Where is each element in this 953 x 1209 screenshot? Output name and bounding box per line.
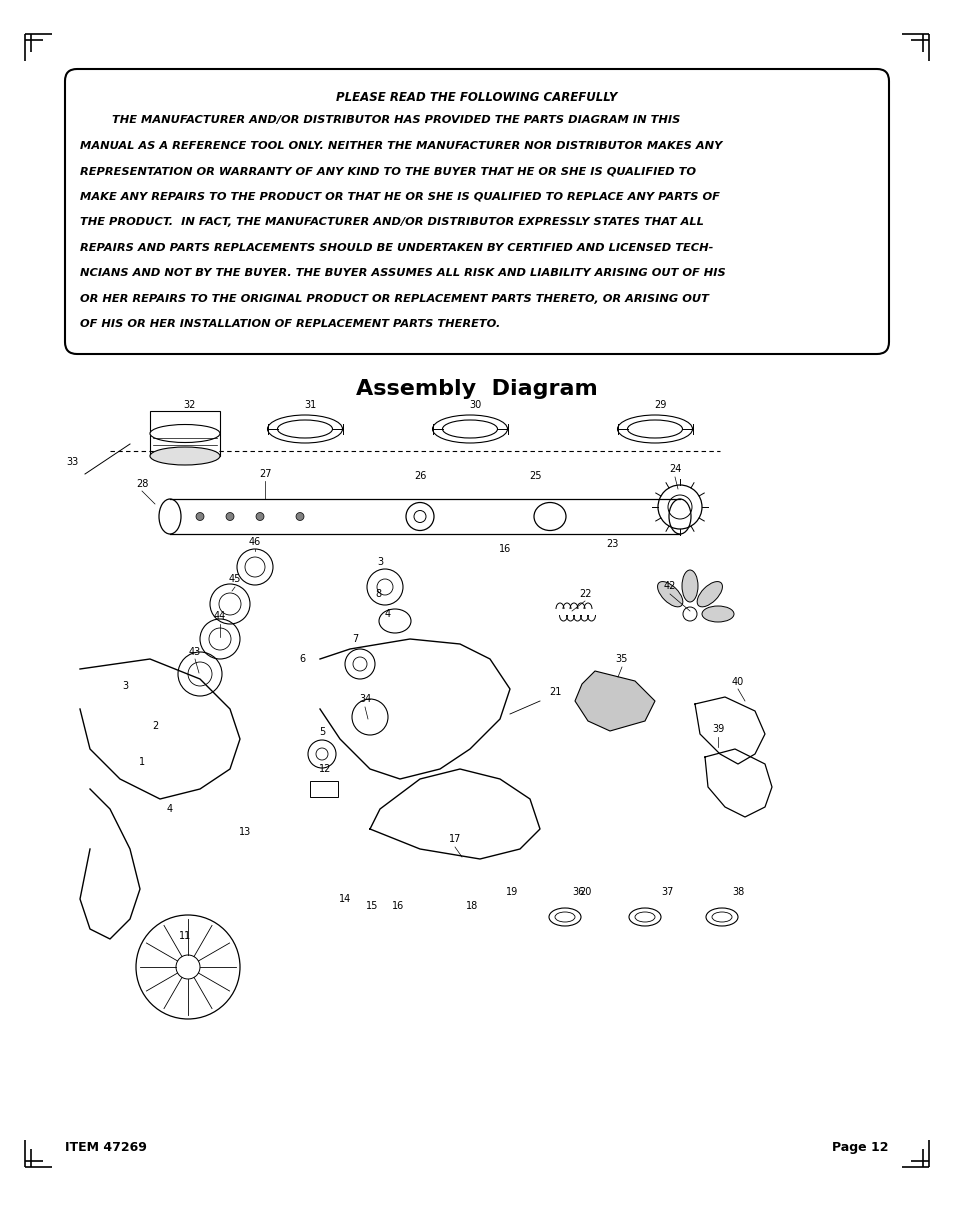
Text: 16: 16 [392, 901, 404, 912]
Text: REPAIRS AND PARTS REPLACEMENTS SHOULD BE UNDERTAKEN BY CERTIFIED AND LICENSED TE: REPAIRS AND PARTS REPLACEMENTS SHOULD BE… [80, 243, 713, 253]
Text: 39: 39 [711, 724, 723, 734]
Text: 16: 16 [498, 544, 511, 554]
Text: ITEM 47269: ITEM 47269 [65, 1141, 147, 1155]
Text: 26: 26 [414, 472, 426, 481]
Ellipse shape [150, 447, 220, 465]
Text: 7: 7 [352, 634, 357, 644]
Text: 11: 11 [179, 931, 191, 941]
Text: 2: 2 [152, 721, 158, 731]
Text: 17: 17 [448, 834, 460, 844]
Text: 32: 32 [184, 400, 196, 410]
Circle shape [255, 513, 264, 521]
Text: 3: 3 [376, 557, 383, 567]
Text: PLEASE READ THE FOLLOWING CAREFULLY: PLEASE READ THE FOLLOWING CAREFULLY [336, 91, 617, 104]
Text: 31: 31 [304, 400, 315, 410]
Text: 22: 22 [578, 589, 591, 598]
Text: 14: 14 [338, 893, 351, 904]
Text: MANUAL AS A REFERENCE TOOL ONLY. NEITHER THE MANUFACTURER NOR DISTRIBUTOR MAKES : MANUAL AS A REFERENCE TOOL ONLY. NEITHER… [80, 140, 721, 150]
Text: 20: 20 [578, 887, 591, 897]
Text: 45: 45 [229, 574, 241, 584]
Circle shape [295, 513, 304, 521]
Text: 28: 28 [135, 479, 148, 488]
Text: 29: 29 [653, 400, 665, 410]
Text: 40: 40 [731, 677, 743, 687]
Text: 6: 6 [298, 654, 305, 664]
Text: MAKE ANY REPAIRS TO THE PRODUCT OR THAT HE OR SHE IS QUALIFIED TO REPLACE ANY PA: MAKE ANY REPAIRS TO THE PRODUCT OR THAT … [80, 191, 720, 202]
Text: 33: 33 [66, 457, 78, 467]
Text: OF HIS OR HER INSTALLATION OF REPLACEMENT PARTS THERETO.: OF HIS OR HER INSTALLATION OF REPLACEMEN… [80, 319, 500, 329]
Text: 4: 4 [384, 609, 391, 619]
Text: 36: 36 [571, 887, 583, 897]
Ellipse shape [701, 606, 733, 621]
Text: 27: 27 [258, 469, 271, 479]
Ellipse shape [657, 582, 682, 607]
Text: THE MANUFACTURER AND/OR DISTRIBUTOR HAS PROVIDED THE PARTS DIAGRAM IN THIS: THE MANUFACTURER AND/OR DISTRIBUTOR HAS … [80, 115, 679, 125]
Text: 15: 15 [365, 901, 377, 912]
Text: 4: 4 [167, 804, 172, 814]
Text: 34: 34 [358, 694, 371, 704]
Text: REPRESENTATION OR WARRANTY OF ANY KIND TO THE BUYER THAT HE OR SHE IS QUALIFIED : REPRESENTATION OR WARRANTY OF ANY KIND T… [80, 166, 696, 177]
Polygon shape [575, 671, 655, 731]
Text: 21: 21 [548, 687, 560, 698]
Text: 24: 24 [668, 464, 680, 474]
Ellipse shape [681, 569, 698, 602]
Ellipse shape [697, 582, 721, 607]
Text: 44: 44 [213, 611, 226, 621]
Ellipse shape [150, 424, 220, 442]
Text: 23: 23 [605, 539, 618, 549]
Text: 18: 18 [465, 901, 477, 912]
Text: 46: 46 [249, 537, 261, 546]
Text: OR HER REPAIRS TO THE ORIGINAL PRODUCT OR REPLACEMENT PARTS THERETO, OR ARISING : OR HER REPAIRS TO THE ORIGINAL PRODUCT O… [80, 294, 708, 303]
Text: THE PRODUCT.  IN FACT, THE MANUFACTURER AND/OR DISTRIBUTOR EXPRESSLY STATES THAT: THE PRODUCT. IN FACT, THE MANUFACTURER A… [80, 216, 703, 227]
Text: 3: 3 [122, 681, 128, 692]
Text: 35: 35 [616, 654, 627, 664]
Bar [310, 781, 337, 797]
Circle shape [682, 607, 697, 621]
Text: NCIANS AND NOT BY THE BUYER. THE BUYER ASSUMES ALL RISK AND LIABILITY ARISING OU: NCIANS AND NOT BY THE BUYER. THE BUYER A… [80, 268, 725, 278]
FancyBboxPatch shape [65, 69, 888, 354]
Circle shape [226, 513, 233, 521]
Bar [150, 411, 220, 456]
Text: 19: 19 [505, 887, 517, 897]
Text: Assembly  Diagram: Assembly Diagram [355, 378, 598, 399]
Circle shape [195, 513, 204, 521]
Text: 13: 13 [238, 827, 251, 837]
Text: 43: 43 [189, 647, 201, 656]
Text: 37: 37 [661, 887, 674, 897]
Text: 5: 5 [318, 727, 325, 737]
Text: 1: 1 [139, 757, 145, 767]
Text: 30: 30 [468, 400, 480, 410]
Text: 12: 12 [318, 764, 331, 774]
Text: 38: 38 [731, 887, 743, 897]
Text: 42: 42 [663, 582, 676, 591]
Text: 25: 25 [528, 472, 540, 481]
Text: Page 12: Page 12 [832, 1141, 888, 1155]
Text: 8: 8 [375, 589, 380, 598]
